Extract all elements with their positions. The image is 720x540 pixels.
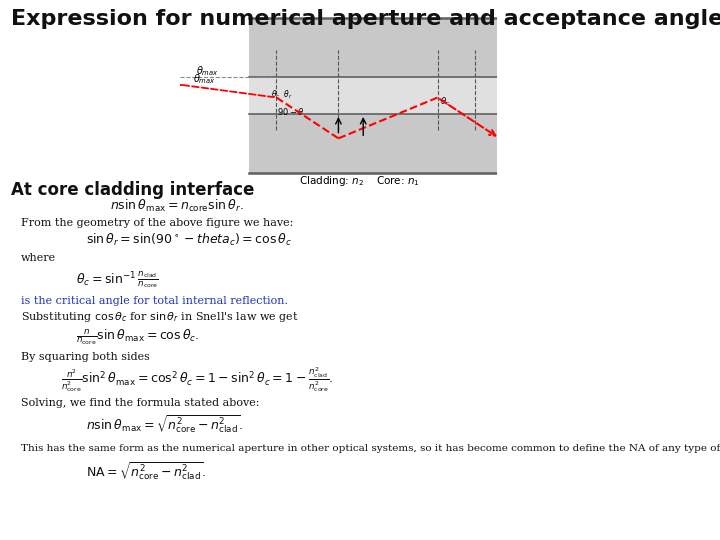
Bar bbox=[249, 17, 497, 77]
Text: Solving, we find the formula stated above:: Solving, we find the formula stated abov… bbox=[21, 398, 260, 408]
Text: is the critical angle for total internal reflection.: is the critical angle for total internal… bbox=[21, 296, 288, 306]
Text: $\theta_{max}$: $\theta_{max}$ bbox=[196, 64, 218, 78]
Text: $\theta_c$: $\theta_c$ bbox=[440, 96, 450, 108]
Text: $n \sin \theta_{\mathrm{max}} = \sqrt{n^2_{\mathrm{core}} - n^2_{\mathrm{clad}}}: $n \sin \theta_{\mathrm{max}} = \sqrt{n^… bbox=[86, 414, 243, 435]
Text: $90-\theta$: $90-\theta$ bbox=[277, 106, 305, 117]
Text: This has the same form as the numerical aperture in other optical systems, so it: This has the same form as the numerical … bbox=[21, 444, 720, 453]
Text: $\frac{n}{n_{\mathrm{core}}} \sin \theta_{\mathrm{max}} = \cos \theta_c.$: $\frac{n}{n_{\mathrm{core}}} \sin \theta… bbox=[76, 328, 199, 347]
Text: At core cladding interface: At core cladding interface bbox=[12, 181, 255, 199]
Text: By squaring both sides: By squaring both sides bbox=[21, 352, 150, 362]
Bar bbox=[249, 77, 497, 114]
Bar bbox=[249, 114, 497, 173]
Text: where: where bbox=[21, 253, 56, 262]
Text: $\mathrm{NA} = \sqrt{n^2_{\mathrm{core}} - n^2_{\mathrm{clad}}}.$: $\mathrm{NA} = \sqrt{n^2_{\mathrm{core}}… bbox=[86, 461, 206, 482]
Text: Expression for numerical aperture and acceptance angle: Expression for numerical aperture and ac… bbox=[12, 9, 720, 30]
Text: Substituting $\cos \theta_c$ for $\sin \theta_r$ in Snell's law we get: Substituting $\cos \theta_c$ for $\sin \… bbox=[21, 310, 299, 325]
Text: $\frac{n^2}{n^2_{\mathrm{core}}} \sin^2 \theta_{\mathrm{max}} = \cos^2 \theta_c : $\frac{n^2}{n^2_{\mathrm{core}}} \sin^2 … bbox=[61, 366, 333, 394]
Text: Cladding: $n_2$: Cladding: $n_2$ bbox=[299, 174, 364, 188]
Text: From the geometry of the above figure we have:: From the geometry of the above figure we… bbox=[21, 218, 294, 228]
Text: $\theta_c$  $\theta_r$: $\theta_c$ $\theta_r$ bbox=[271, 89, 292, 101]
Text: $\theta_{max}$: $\theta_{max}$ bbox=[193, 72, 216, 86]
Text: $n \sin \theta_{\mathrm{max}} = n_{\mathrm{core}} \sin \theta_r.$: $n \sin \theta_{\mathrm{max}} = n_{\math… bbox=[110, 198, 244, 214]
Text: Core: $n_1$: Core: $n_1$ bbox=[376, 174, 420, 188]
Text: $\theta_c = \sin^{-1} \frac{n_{\mathrm{clad}}}{n_{\mathrm{core}}}$: $\theta_c = \sin^{-1} \frac{n_{\mathrm{c… bbox=[76, 269, 158, 289]
Text: $\sin \theta_r = \sin(90^\circ - theta_c) = \cos \theta_c$: $\sin \theta_r = \sin(90^\circ - theta_c… bbox=[86, 232, 292, 248]
